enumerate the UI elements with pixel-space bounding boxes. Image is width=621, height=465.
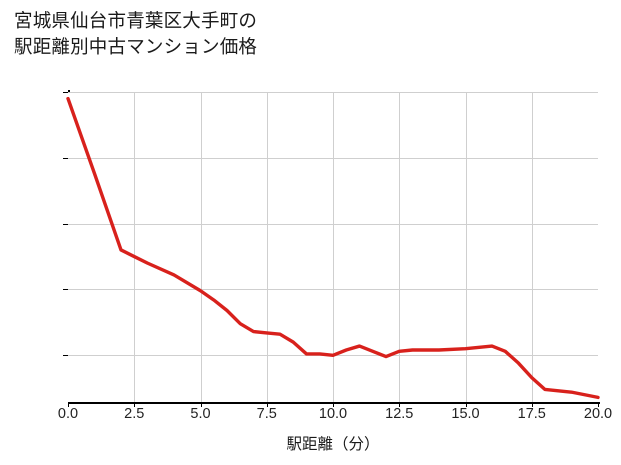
x-tick-mark	[465, 402, 467, 407]
y-tick-mark	[63, 355, 68, 357]
x-tick-label: 7.5	[256, 406, 277, 422]
x-tick-mark	[68, 402, 69, 407]
x-axis-spine	[68, 402, 600, 404]
gridline-vertical	[200, 92, 202, 402]
y-tick-mark	[63, 223, 68, 225]
data-series-line	[66, 96, 600, 400]
x-axis-label: 駅距離（分）	[286, 436, 380, 453]
x-tick-mark	[598, 402, 599, 407]
x-tick-mark	[266, 402, 268, 407]
y-tick-mark	[63, 289, 68, 291]
gridline-vertical	[531, 92, 533, 402]
x-tick-label: 5.0	[190, 406, 211, 422]
gridline-vertical	[399, 92, 401, 402]
x-tick-label: 15.0	[451, 406, 480, 422]
x-tick-mark	[333, 402, 334, 407]
plot-wrapper: 140145150155160 0.02.55.07.510.012.515.0…	[58, 92, 612, 453]
x-tick-label: 10.0	[318, 406, 348, 422]
x-tick-label: 2.5	[124, 406, 145, 422]
x-tick-label: 12.5	[385, 406, 414, 422]
x-tick-mark	[134, 402, 136, 407]
chart-title: 宮城県仙台市青葉区大手町の 駅距離別中古マンション価格	[14, 10, 258, 58]
y-tick-mark	[63, 92, 68, 93]
gridline-vertical	[333, 92, 334, 402]
x-tick-mark	[200, 402, 202, 407]
gridline-vertical	[465, 92, 467, 402]
x-tick-mark	[531, 402, 533, 407]
x-tick-mark	[399, 402, 401, 407]
gridline-vertical	[266, 92, 268, 402]
x-tick-label: 20.0	[583, 406, 613, 422]
y-tick-mark	[63, 157, 68, 159]
gridline-vertical	[134, 92, 136, 402]
x-tick-label: 0.0	[57, 406, 79, 422]
x-tick-label: 17.5	[517, 406, 546, 422]
